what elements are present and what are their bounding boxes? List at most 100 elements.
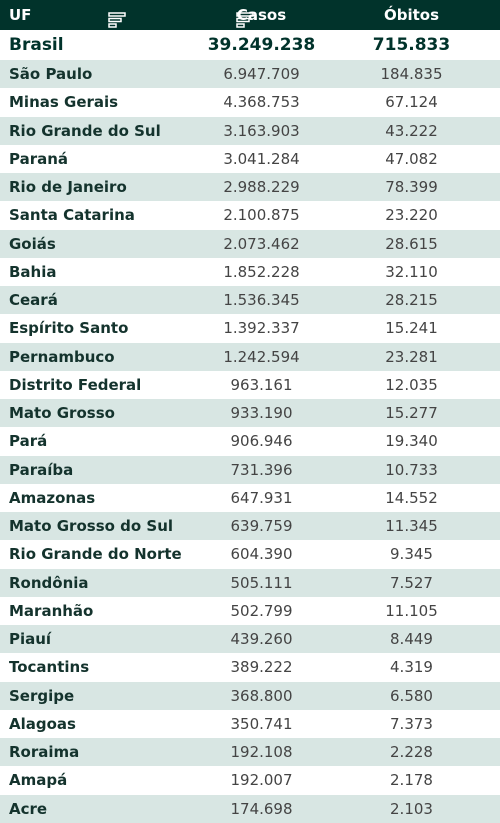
table-row: Santa Catarina 2.100.875 23.220: [0, 201, 500, 229]
table-row: Amapá 192.007 2.178: [0, 766, 500, 794]
state-name: Pará: [9, 432, 48, 451]
state-name: Santa Catarina: [9, 206, 135, 225]
cases-value: 906.946: [230, 432, 293, 451]
table-row: Alagoas 350.741 7.373: [0, 710, 500, 738]
column-header-casos[interactable]: Casos: [108, 6, 323, 28]
state-name: Tocantins: [9, 658, 90, 677]
state-name: Rio de Janeiro: [9, 178, 127, 197]
column-header-obitos[interactable]: Óbitos: [236, 6, 500, 28]
cases-value: 6.947.709: [223, 65, 300, 84]
deaths-value: 11.345: [385, 517, 438, 536]
table-row: Rio Grande do Norte 604.390 9.345: [0, 540, 500, 568]
table-row: Tocantins 389.222 4.319: [0, 653, 500, 681]
cases-value: 1.242.594: [223, 347, 300, 366]
table-row: Pará 906.946 19.340: [0, 427, 500, 455]
cases-value: 1.392.337: [223, 319, 300, 338]
deaths-value: 28.215: [385, 291, 438, 310]
state-name: Piauí: [9, 630, 52, 649]
column-header-obitos-label: Óbitos: [383, 6, 440, 24]
table-row: Paraná 3.041.284 47.082: [0, 145, 500, 173]
deaths-value: 7.527: [390, 573, 433, 592]
state-name: Ceará: [9, 291, 58, 310]
cases-value: 439.260: [230, 630, 293, 649]
deaths-value: 47.082: [385, 149, 438, 168]
cases-value: 368.800: [230, 686, 293, 705]
cases-value: 639.759: [230, 517, 293, 536]
deaths-value: 23.220: [385, 206, 438, 225]
state-name: Minas Gerais: [9, 93, 119, 112]
table-row: Rio Grande do Sul 3.163.903 43.222: [0, 116, 500, 145]
state-name: Roraima: [9, 743, 80, 762]
cases-value: 192.007: [230, 771, 293, 790]
sort-icon[interactable]: [108, 12, 126, 29]
table-row: Acre 174.698 2.103: [0, 794, 500, 823]
state-name: Pernambuco: [9, 347, 115, 366]
state-name: Paraíba: [9, 460, 74, 479]
state-name: Mato Grosso: [9, 404, 115, 423]
cases-value: 192.108: [230, 743, 293, 762]
cases-value: 2.988.229: [223, 178, 300, 197]
table-row: Minas Gerais 4.368.753 67.124: [0, 88, 500, 116]
cases-value: 933.190: [230, 404, 293, 423]
state-name: Mato Grosso do Sul: [9, 517, 174, 536]
table-row: Amazonas 647.931 14.552: [0, 484, 500, 512]
state-name: Goiás: [9, 234, 56, 253]
state-name: Rondônia: [9, 573, 89, 592]
cases-value: 604.390: [230, 545, 293, 564]
state-name: São Paulo: [9, 65, 93, 84]
deaths-value: 2.228: [390, 743, 433, 762]
state-name: Espírito Santo: [9, 319, 129, 338]
deaths-value: 67.124: [385, 93, 438, 112]
deaths-value: 15.277: [385, 404, 438, 423]
deaths-value: 32.110: [385, 262, 438, 281]
total-row: Brasil 39.249.238 715.833: [0, 30, 500, 60]
deaths-value: 23.281: [385, 347, 438, 366]
cases-value: 2.100.875: [223, 206, 300, 225]
cases-value: 647.931: [230, 488, 293, 507]
table-row: Pernambuco 1.242.594 23.281: [0, 342, 500, 371]
total-uf: Brasil: [9, 35, 64, 55]
deaths-value: 8.449: [390, 630, 433, 649]
table-row: Ceará 1.536.345 28.215: [0, 286, 500, 315]
table-row: Bahia 1.852.228 32.110: [0, 258, 500, 286]
deaths-value: 6.580: [390, 686, 433, 705]
total-casos: 39.249.238: [207, 35, 316, 55]
state-name: Paraná: [9, 149, 69, 168]
state-name: Amazonas: [9, 488, 96, 507]
table-row: São Paulo 6.947.709 184.835: [0, 60, 500, 89]
state-name: Maranhão: [9, 601, 94, 620]
state-name: Alagoas: [9, 714, 76, 733]
deaths-value: 2.178: [390, 771, 433, 790]
deaths-value: 10.733: [385, 460, 438, 479]
table-row: Mato Grosso 933.190 15.277: [0, 399, 500, 428]
table-row: Piauí 439.260 8.449: [0, 625, 500, 654]
deaths-value: 2.103: [390, 799, 433, 818]
table-row: Goiás 2.073.462 28.615: [0, 229, 500, 258]
cases-value: 1.536.345: [223, 291, 300, 310]
cases-value: 4.368.753: [223, 93, 300, 112]
state-name: Distrito Federal: [9, 375, 142, 394]
column-header-uf[interactable]: UF: [9, 6, 32, 24]
deaths-value: 14.552: [385, 488, 438, 507]
state-name: Acre: [9, 799, 48, 818]
total-obitos: 715.833: [372, 35, 451, 55]
state-name: Bahia: [9, 262, 57, 281]
table-header: UF Casos Óbitos: [0, 0, 500, 30]
cases-value: 3.163.903: [223, 121, 300, 140]
deaths-value: 78.399: [385, 178, 438, 197]
cases-value: 3.041.284: [223, 149, 300, 168]
table-row: Rio de Janeiro 2.988.229 78.399: [0, 173, 500, 202]
sort-icon[interactable]: [236, 12, 254, 29]
cases-value: 502.799: [230, 601, 293, 620]
cases-value: 731.396: [230, 460, 293, 479]
table-row: Paraíba 731.396 10.733: [0, 455, 500, 484]
deaths-value: 12.035: [385, 375, 438, 394]
table-row: Mato Grosso do Sul 639.759 11.345: [0, 512, 500, 541]
deaths-value: 19.340: [385, 432, 438, 451]
cases-value: 963.161: [230, 375, 293, 394]
table-row: Maranhão 502.799 11.105: [0, 597, 500, 625]
cases-value: 389.222: [230, 658, 293, 677]
deaths-value: 4.319: [390, 658, 433, 677]
table-row: Sergipe 368.800 6.580: [0, 681, 500, 710]
